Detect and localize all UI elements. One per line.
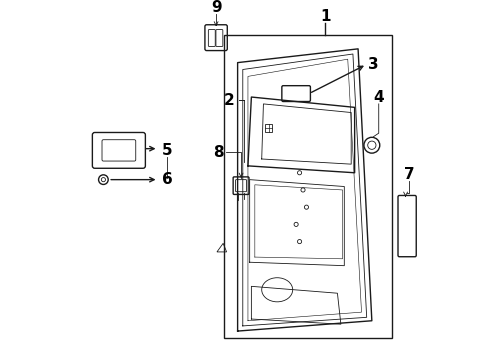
Text: 1: 1 — [320, 9, 330, 24]
Text: 4: 4 — [373, 90, 383, 104]
Bar — [264, 124, 271, 132]
Text: 3: 3 — [367, 57, 378, 72]
Bar — [224, 35, 392, 338]
Text: 9: 9 — [210, 0, 221, 15]
Text: 5: 5 — [162, 143, 172, 158]
Text: 7: 7 — [403, 167, 413, 182]
Text: 8: 8 — [213, 145, 224, 159]
Text: 6: 6 — [162, 172, 172, 187]
Text: 2: 2 — [223, 93, 234, 108]
